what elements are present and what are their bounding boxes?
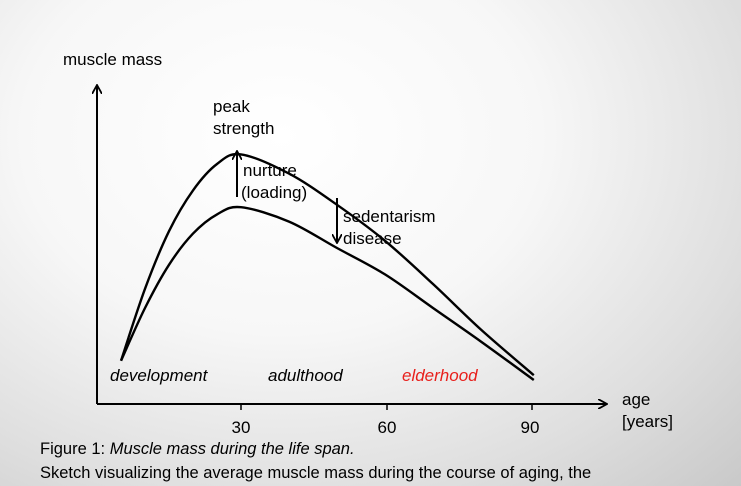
nurture-label-line1: nurture xyxy=(243,161,297,180)
sedentarism-label-line2: disease xyxy=(343,229,402,248)
caption-prefix: Figure 1: xyxy=(40,440,110,458)
caption-title: Muscle mass during the life span. xyxy=(109,440,355,458)
figure-caption-description: Sketch visualizing the average muscle ma… xyxy=(40,464,592,482)
y-axis-label: muscle mass xyxy=(63,50,162,69)
peak-label-line1: peak xyxy=(213,97,250,116)
phase-label-elderhood: elderhood xyxy=(402,366,478,385)
x-axis-label-line2: [years] xyxy=(622,412,673,431)
phase-label-development: development xyxy=(110,366,209,385)
x-axis-label-line1: age xyxy=(622,390,650,409)
figure-caption-title: Figure 1: Muscle mass during the life sp… xyxy=(40,440,355,459)
average-muscle-mass-curve xyxy=(119,205,535,381)
peak-label-line2: strength xyxy=(213,119,274,138)
phase-label-adulthood: adulthood xyxy=(268,366,343,385)
sedentarism-label-line1: sedentarism xyxy=(343,207,436,226)
peak-strength-curve xyxy=(119,152,535,377)
x-tick-label-60: 60 xyxy=(378,418,397,437)
nurture-label-line2: (loading) xyxy=(241,183,307,202)
x-tick-label-90: 90 xyxy=(521,418,540,437)
x-tick-label-30: 30 xyxy=(232,418,251,437)
